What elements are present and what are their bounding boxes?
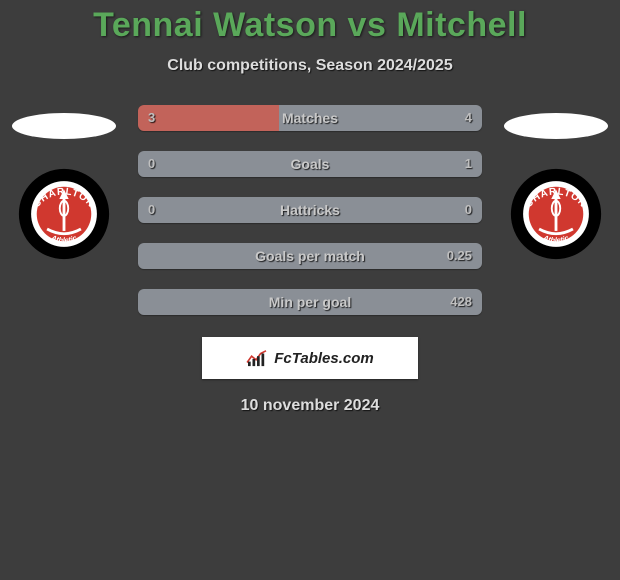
stat-value-right: 0	[455, 197, 482, 223]
brand-badge[interactable]: FcTables.com	[202, 337, 418, 379]
stat-row: 01Goals	[138, 151, 482, 177]
chart-icon	[246, 349, 268, 367]
snapshot-date: 10 november 2024	[241, 397, 380, 415]
stat-value-right: 4	[455, 105, 482, 131]
page-title: Tennai Watson vs Mitchell	[0, 6, 620, 45]
stat-value-right: 428	[440, 289, 482, 315]
stat-row: 428Min per goal	[138, 289, 482, 315]
stat-row: 00Hattricks	[138, 197, 482, 223]
player-photo-placeholder	[12, 113, 116, 139]
stat-row: 34Matches	[138, 105, 482, 131]
stat-bar-right	[138, 197, 482, 223]
club-badge-right: CHARLTON Athletic	[509, 167, 603, 261]
stat-value-left: 0	[138, 197, 165, 223]
stat-value-right: 1	[455, 151, 482, 177]
left-player-column: CHARLTON Athletic	[8, 105, 120, 261]
brand-text: FcTables.com	[274, 350, 373, 367]
stat-value-left	[138, 243, 158, 269]
stat-value-left	[138, 289, 158, 315]
stat-bar-right	[279, 105, 482, 131]
club-badge-left: CHARLTON Athletic	[17, 167, 111, 261]
footer: FcTables.com 10 november 2024	[0, 337, 620, 415]
stat-value-left: 3	[138, 105, 165, 131]
content-row: CHARLTON Athletic 34Matches01Goals00Hatt…	[0, 105, 620, 315]
right-player-column: CHARLTON Athletic	[500, 105, 612, 261]
stats-list: 34Matches01Goals00Hattricks0.25Goals per…	[138, 105, 482, 315]
stat-bar-right	[138, 151, 482, 177]
stat-value-left: 0	[138, 151, 165, 177]
player-photo-placeholder	[504, 113, 608, 139]
comparison-card: Tennai Watson vs Mitchell Club competiti…	[0, 0, 620, 415]
stat-row: 0.25Goals per match	[138, 243, 482, 269]
stat-value-right: 0.25	[437, 243, 482, 269]
stat-bar-right	[138, 289, 482, 315]
page-subtitle: Club competitions, Season 2024/2025	[0, 57, 620, 75]
stat-bar-right	[138, 243, 482, 269]
